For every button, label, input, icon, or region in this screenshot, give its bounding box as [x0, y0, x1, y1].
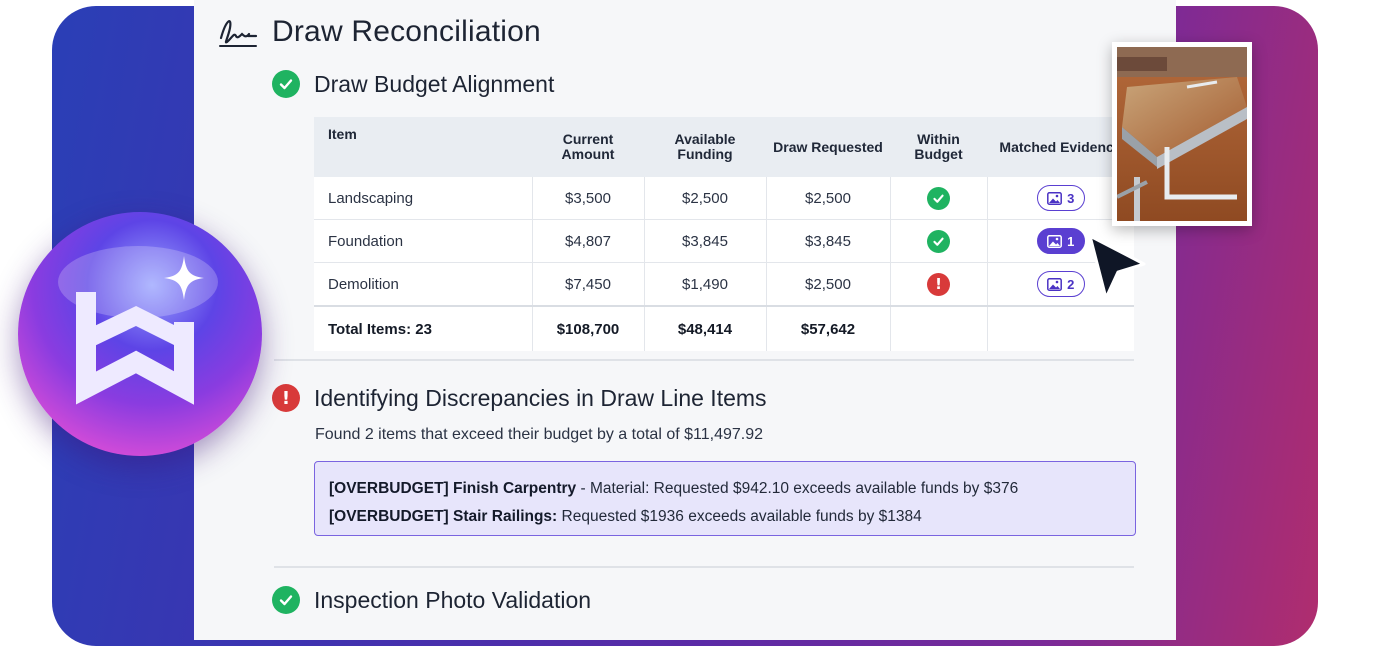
brand-logo-icon — [18, 212, 262, 456]
inspection-section-header: Inspection Photo Validation — [272, 586, 591, 614]
table-row: Landscaping $3,500 $2,500 $2,500 3 — [314, 177, 1134, 220]
column-header-requested: Draw Requested — [766, 117, 890, 177]
total-requested: $57,642 — [766, 305, 891, 351]
within-budget-cell — [890, 177, 988, 220]
evidence-cell: 3 — [987, 177, 1134, 220]
discrepancy-summary: Found 2 items that exceed their budget b… — [315, 426, 764, 443]
evidence-count: 1 — [1067, 233, 1075, 249]
list-item: [OVERBUDGET] Stair Railings: Requested $… — [329, 503, 1121, 531]
evidence-cell: 1 — [987, 219, 1134, 263]
within-budget-cell — [890, 219, 988, 263]
total-available: $48,414 — [644, 305, 767, 351]
draw-requested: $2,500 — [766, 177, 891, 220]
check-circle-icon — [272, 70, 300, 98]
evidence-button-active[interactable]: 1 — [1036, 228, 1085, 254]
evidence-count: 3 — [1067, 190, 1075, 206]
brand-mark — [58, 246, 218, 405]
evidence-photo-thumbnail[interactable] — [1112, 42, 1252, 226]
signature-icon — [219, 20, 258, 47]
evidence-button[interactable]: 3 — [1036, 185, 1085, 211]
budget-section-header: Draw Budget Alignment — [272, 70, 554, 98]
table-total-row: Total Items: 23 $108,700 $48,414 $57,642 — [314, 305, 1134, 351]
table-row: Demolition $7,450 $1,490 $2,500 ! 2 — [314, 262, 1134, 307]
inspection-section-title: Inspection Photo Validation — [314, 586, 592, 613]
item-name: Landscaping — [314, 177, 533, 220]
evidence-button[interactable]: 2 — [1036, 271, 1085, 297]
total-empty-cell — [987, 305, 1134, 351]
overbudget-detail: - Material: Requested $942.10 exceeds av… — [576, 480, 1019, 497]
cursor-arrow-icon — [1088, 234, 1146, 300]
section-divider — [274, 566, 1134, 568]
table-row: Foundation $4,807 $3,845 $3,845 1 — [314, 219, 1134, 263]
image-icon — [1047, 277, 1063, 291]
overbudget-tag: [OVERBUDGET] Stair Railings: — [329, 508, 558, 525]
within-budget-cell: ! — [890, 262, 988, 307]
available-funding: $3,845 — [644, 219, 767, 263]
section-divider — [274, 359, 1134, 361]
overbudget-detail: Requested $1936 exceeds available funds … — [557, 508, 922, 525]
exclamation-circle-icon: ! — [272, 384, 300, 412]
check-circle-icon — [927, 186, 950, 210]
current-amount: $7,450 — [532, 262, 645, 307]
discrepancy-section-title: Identifying Discrepancies in Draw Line I… — [314, 384, 767, 411]
overbudget-tag: [OVERBUDGET] Finish Carpentry — [329, 480, 577, 497]
budget-table: Item Current Amount Available Funding Dr… — [314, 117, 1134, 351]
column-header-item: Item — [314, 117, 532, 177]
list-item: [OVERBUDGET] Finish Carpentry - Material… — [329, 475, 1121, 503]
item-name: Foundation — [314, 219, 533, 263]
total-label: Total Items: 23 — [314, 305, 533, 351]
exclamation-circle-icon: ! — [927, 272, 950, 296]
image-icon — [1047, 191, 1063, 205]
check-circle-icon — [927, 229, 950, 253]
draw-requested: $3,845 — [766, 219, 891, 263]
total-empty-cell — [890, 305, 988, 351]
evidence-count: 2 — [1067, 276, 1075, 292]
discrepancy-section-header: ! Identifying Discrepancies in Draw Line… — [272, 384, 767, 412]
overbudget-list: [OVERBUDGET] Finish Carpentry - Material… — [314, 461, 1136, 536]
column-header-available: Available Funding — [644, 117, 766, 177]
current-amount: $4,807 — [532, 219, 645, 263]
check-circle-icon — [272, 586, 300, 614]
total-current: $108,700 — [532, 305, 645, 351]
image-icon — [1047, 234, 1063, 248]
column-header-evidence: Matched Evidence — [987, 117, 1134, 177]
page-header: Draw Reconciliation — [218, 14, 541, 50]
draw-requested: $2,500 — [766, 262, 891, 307]
current-amount: $3,500 — [532, 177, 645, 220]
page-title: Draw Reconciliation — [272, 15, 541, 48]
construction-photo — [1116, 47, 1247, 221]
available-funding: $1,490 — [644, 262, 767, 307]
column-header-within-budget: Within Budget — [890, 117, 987, 177]
column-header-current: Current Amount — [532, 117, 644, 177]
budget-section-title: Draw Budget Alignment — [314, 70, 555, 97]
available-funding: $2,500 — [644, 177, 767, 220]
item-name: Demolition — [314, 262, 533, 307]
table-header-row: Item Current Amount Available Funding Dr… — [314, 117, 1134, 177]
